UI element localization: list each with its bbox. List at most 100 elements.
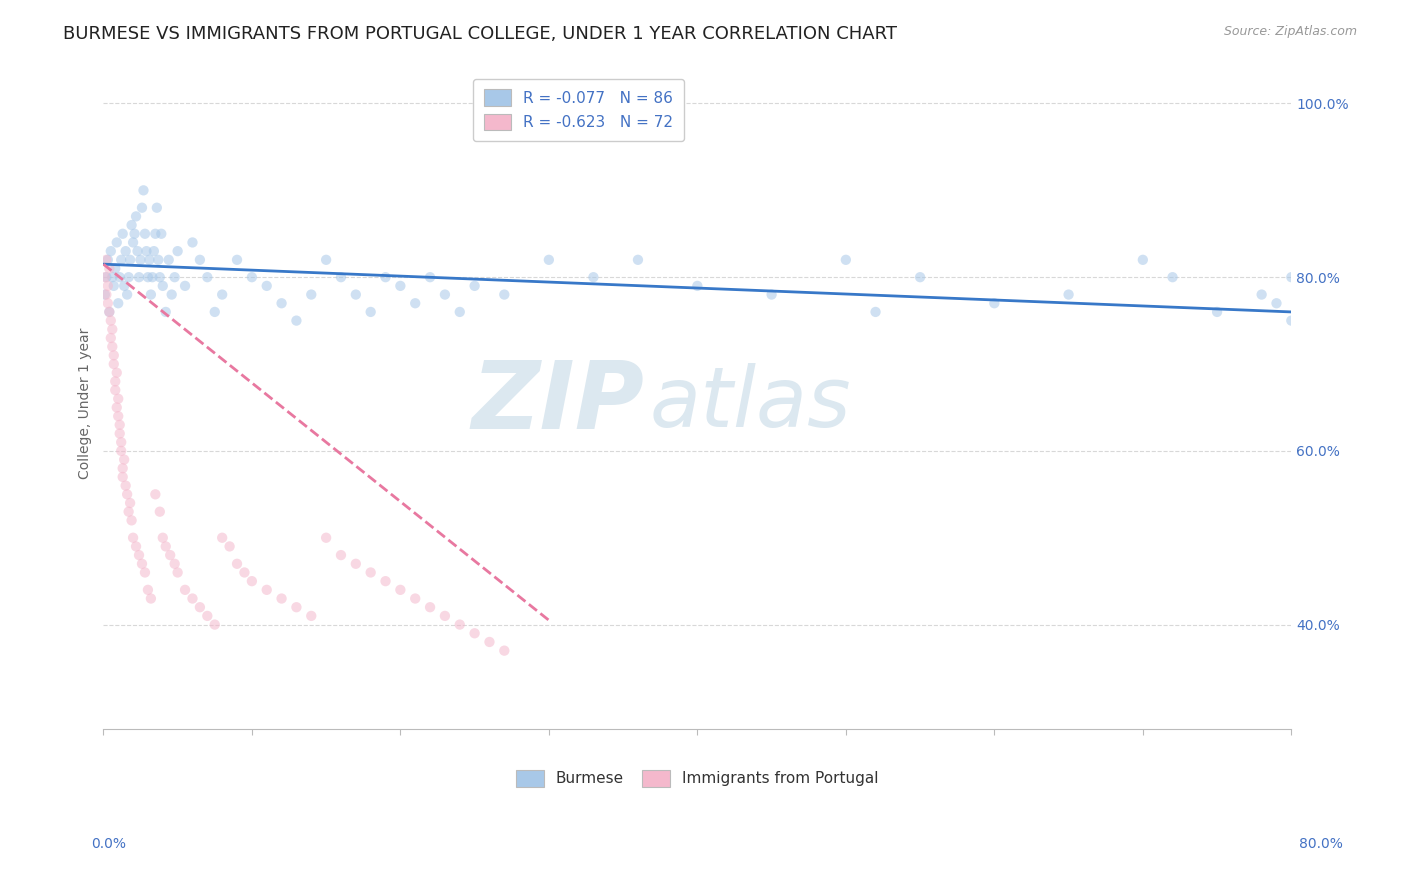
Text: 0.0%: 0.0%	[91, 837, 127, 851]
Point	[125, 540, 148, 554]
Point	[100, 244, 122, 259]
Point	[1265, 296, 1288, 310]
Point	[330, 548, 353, 562]
Point	[1057, 287, 1080, 301]
Point	[188, 252, 211, 267]
Point	[204, 617, 226, 632]
Point	[195, 270, 218, 285]
Point	[433, 287, 456, 301]
Point	[96, 287, 118, 301]
Point	[98, 305, 121, 319]
Point	[865, 305, 887, 319]
Point	[174, 278, 197, 293]
Point	[96, 270, 118, 285]
Point	[132, 183, 155, 197]
Point	[96, 252, 118, 267]
Point	[138, 252, 160, 267]
Point	[374, 574, 396, 589]
Point	[240, 270, 263, 285]
Point	[139, 287, 162, 301]
Point	[94, 287, 117, 301]
Point	[121, 513, 143, 527]
Point	[582, 270, 605, 285]
Point	[983, 296, 1005, 310]
Point	[315, 252, 337, 267]
Point	[124, 227, 146, 241]
Point	[107, 409, 129, 424]
Point	[344, 557, 367, 571]
Point	[285, 600, 308, 615]
Point	[1250, 287, 1272, 301]
Point	[117, 505, 139, 519]
Point	[104, 261, 127, 276]
Point	[494, 287, 516, 301]
Point	[344, 287, 367, 301]
Point	[111, 461, 134, 475]
Point	[360, 305, 382, 319]
Point	[128, 548, 150, 562]
Point	[128, 270, 150, 285]
Point	[233, 566, 256, 580]
Point	[537, 252, 560, 267]
Point	[835, 252, 858, 267]
Point	[127, 244, 149, 259]
Point	[107, 392, 129, 406]
Point	[188, 600, 211, 615]
Point	[117, 270, 139, 285]
Point	[105, 235, 128, 250]
Point	[97, 296, 120, 310]
Point	[159, 548, 181, 562]
Point	[97, 278, 120, 293]
Point	[115, 287, 138, 301]
Point	[100, 313, 122, 327]
Point	[104, 375, 127, 389]
Text: 80.0%: 80.0%	[1299, 837, 1343, 851]
Point	[120, 496, 142, 510]
Point	[120, 252, 142, 267]
Point	[101, 340, 124, 354]
Point	[139, 591, 162, 606]
Point	[160, 287, 183, 301]
Point	[204, 305, 226, 319]
Point	[627, 252, 650, 267]
Point	[136, 270, 159, 285]
Point	[174, 582, 197, 597]
Point	[419, 600, 441, 615]
Point	[1206, 305, 1229, 319]
Point	[908, 270, 931, 285]
Point	[114, 478, 136, 492]
Point	[761, 287, 783, 301]
Point	[155, 305, 177, 319]
Point	[494, 643, 516, 657]
Point	[108, 426, 131, 441]
Point	[152, 278, 174, 293]
Point	[103, 348, 125, 362]
Point	[181, 591, 204, 606]
Point	[299, 608, 322, 623]
Point	[141, 270, 163, 285]
Point	[131, 201, 153, 215]
Point	[108, 270, 131, 285]
Point	[211, 287, 233, 301]
Point	[122, 531, 145, 545]
Y-axis label: College, Under 1 year: College, Under 1 year	[79, 327, 93, 479]
Point	[97, 252, 120, 267]
Point	[166, 566, 188, 580]
Point	[134, 566, 156, 580]
Point	[240, 574, 263, 589]
Point	[103, 357, 125, 371]
Point	[404, 296, 426, 310]
Point	[112, 452, 135, 467]
Point	[104, 383, 127, 397]
Point	[101, 322, 124, 336]
Point	[1132, 252, 1154, 267]
Point	[98, 261, 121, 276]
Text: Source: ZipAtlas.com: Source: ZipAtlas.com	[1223, 25, 1357, 38]
Text: ZIP: ZIP	[471, 357, 644, 450]
Point	[256, 278, 278, 293]
Point	[110, 252, 132, 267]
Point	[110, 435, 132, 450]
Point	[226, 557, 249, 571]
Point	[389, 278, 412, 293]
Point	[146, 201, 169, 215]
